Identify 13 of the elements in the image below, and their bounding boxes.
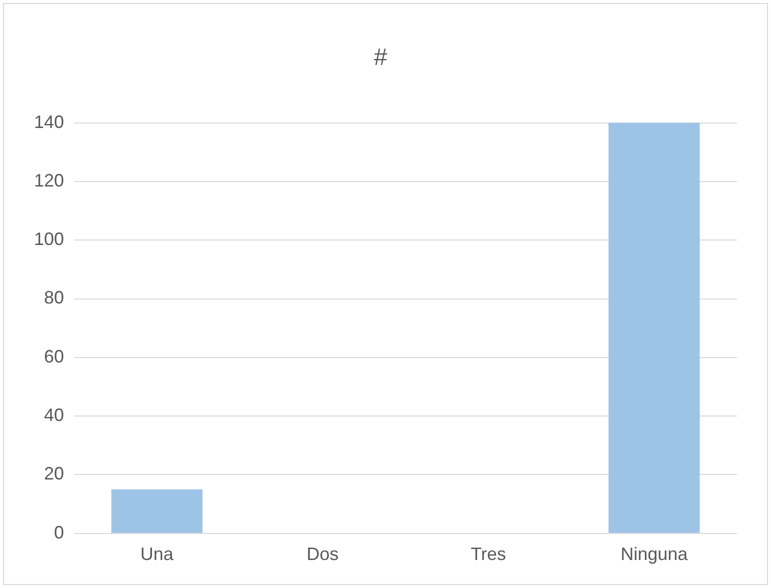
x-tick-label: Tres	[470, 544, 506, 564]
x-tick-label: Ninguna	[620, 544, 689, 564]
x-tick-label: Dos	[306, 544, 339, 564]
y-tick-label: 120	[34, 170, 64, 190]
y-tick-label: 140	[34, 112, 64, 132]
y-tick-label: 40	[44, 405, 64, 426]
x-tick-label: Una	[140, 544, 174, 564]
chart-title: #	[374, 44, 388, 72]
y-tick-label: 60	[44, 346, 64, 366]
y-tick-label: 20	[44, 464, 64, 484]
y-tick-label: 0	[54, 522, 64, 542]
y-tick-label: 100	[34, 229, 64, 250]
y-tick-label: 80	[44, 288, 64, 308]
